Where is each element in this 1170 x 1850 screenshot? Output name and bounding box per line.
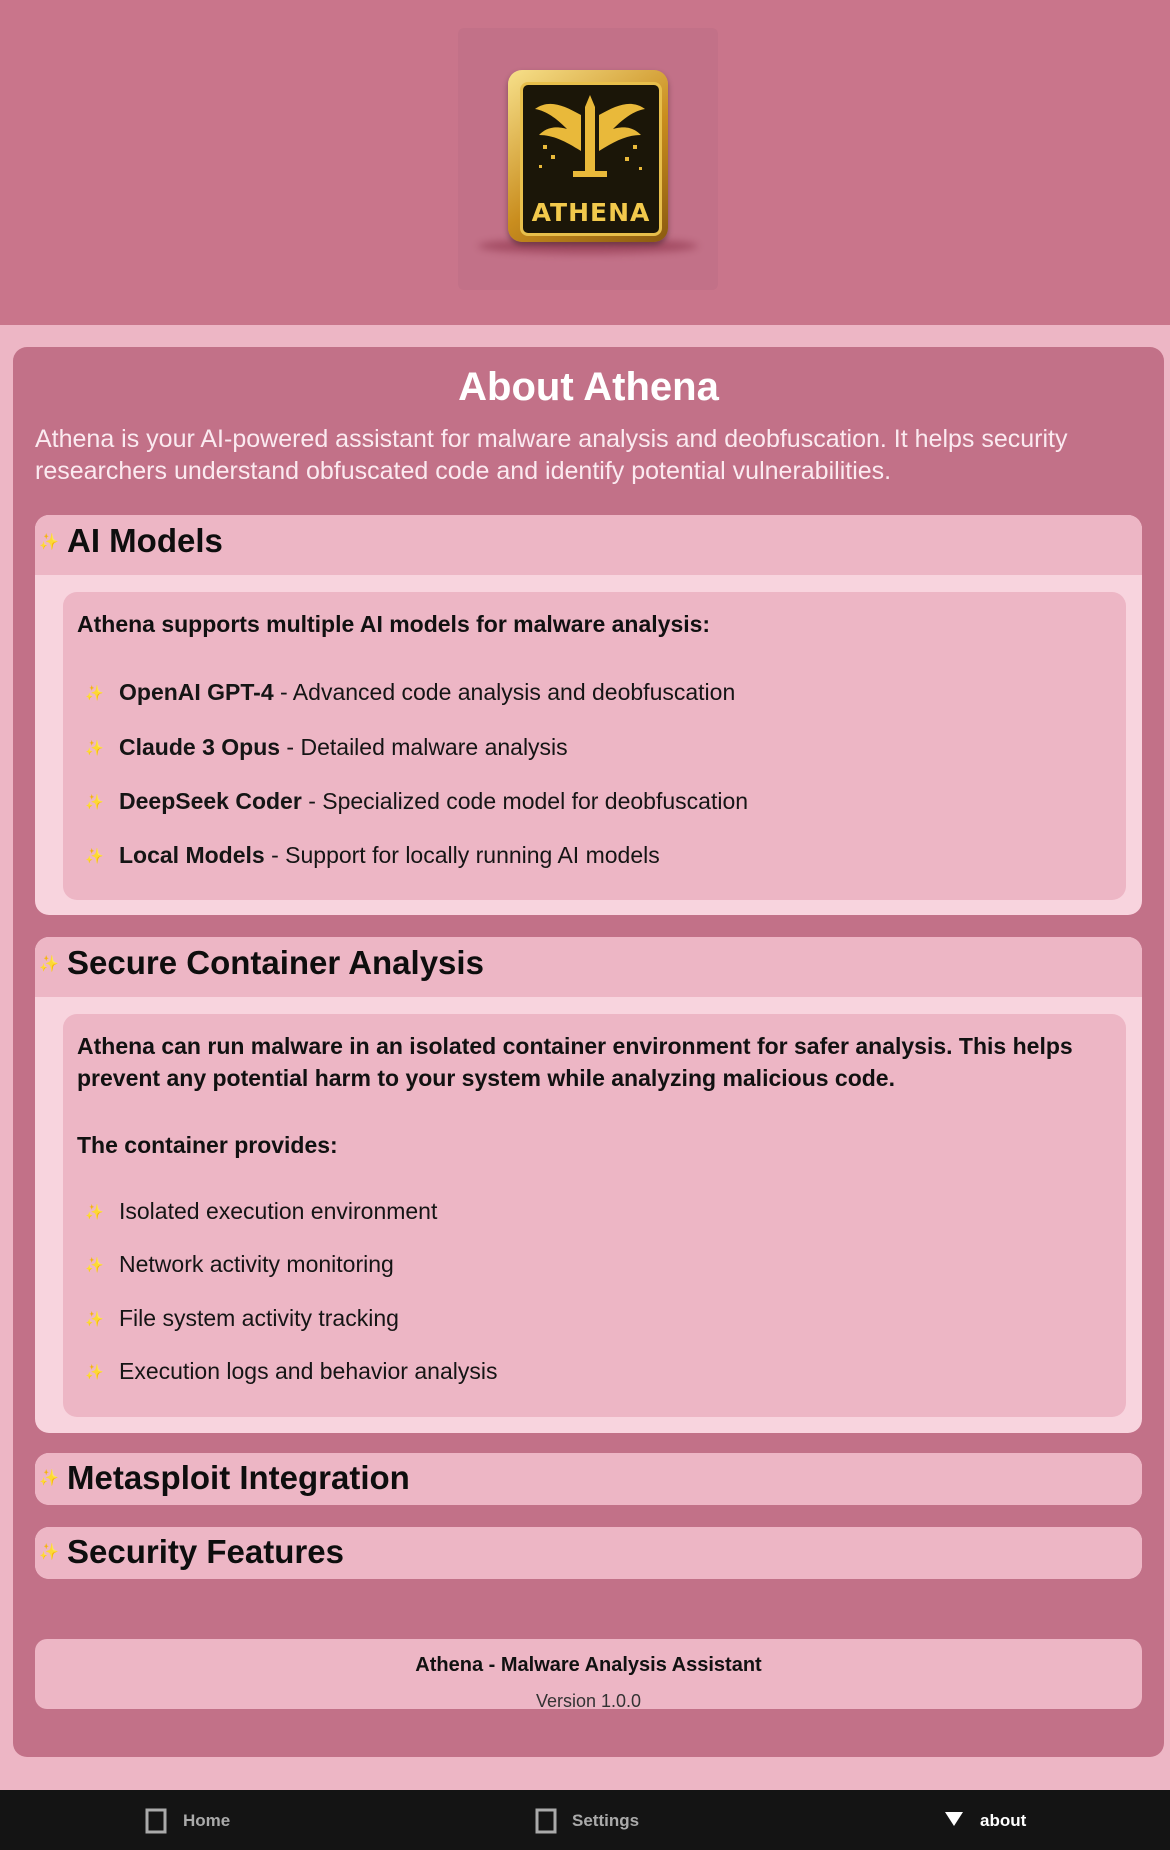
bottom-navigation: Home Settings about — [0, 1790, 1170, 1850]
about-panel: About Athena Athena is your AI-powered a… — [13, 347, 1164, 1757]
nav-settings[interactable]: Settings — [530, 1790, 690, 1850]
section-container-analysis: ✨ Secure Container Analysis Athena can r… — [35, 937, 1142, 1433]
square-icon — [535, 1808, 557, 1839]
sparkle-bullet-icon: ✨ — [85, 794, 104, 811]
logo-text: ATHENA — [531, 198, 651, 227]
logo-emblem: ATHENA — [520, 82, 662, 236]
list-item: Network activity monitoring — [119, 1251, 394, 1277]
section-metasploit: ✨ Metasploit Integration — [35, 1453, 1142, 1505]
section-title: Secure Container Analysis — [67, 944, 484, 981]
page-title: About Athena — [458, 365, 719, 409]
square-icon — [145, 1808, 167, 1839]
logo-shadow — [478, 238, 698, 254]
nav-label: Home — [183, 1811, 231, 1830]
section-header-container-analysis[interactable]: ✨ Secure Container Analysis — [35, 937, 1142, 997]
app-version: Version 1.0.0 — [535, 1691, 642, 1711]
list-item: OpenAI GPT-4 - Advanced code analysis an… — [119, 679, 736, 705]
section-header-metasploit[interactable]: ✨ Metasploit Integration — [35, 1453, 1142, 1505]
app-name: Athena - Malware Analysis Assistant — [415, 1654, 762, 1676]
sparkle-bullet-icon: ✨ — [85, 740, 104, 757]
nav-about[interactable]: about — [940, 1790, 1070, 1850]
sparkle-bullet-icon: ✨ — [85, 1257, 104, 1274]
section-title: Metasploit Integration — [67, 1459, 410, 1496]
list-item: Local Models - Support for locally runni… — [119, 842, 660, 868]
sparkle-icon: ✨ — [39, 956, 59, 973]
list-item: Claude 3 Opus - Detailed malware analysi… — [119, 734, 568, 760]
section-title: AI Models — [67, 522, 223, 559]
list-item: DeepSeek Coder - Specialized code model … — [119, 788, 749, 814]
sparkle-icon: ✨ — [39, 1544, 59, 1561]
sparkle-icon: ✨ — [39, 534, 59, 551]
athena-logo: ATHENA — [508, 70, 668, 242]
app-info-card: Athena - Malware Analysis Assistant Vers… — [35, 1639, 1142, 1711]
app-header: ATHENA — [0, 0, 1170, 325]
section-body: Athena supports multiple AI models for m… — [63, 592, 1126, 900]
nav-home[interactable]: Home — [140, 1790, 280, 1850]
section-header-ai-models[interactable]: ✨ AI Models — [35, 515, 1142, 575]
triangle-down-icon — [943, 1810, 965, 1833]
section-subheading: The container provides: — [77, 1132, 338, 1158]
sparkle-bullet-icon: ✨ — [85, 848, 104, 865]
section-security-features: ✨ Security Features — [35, 1527, 1142, 1579]
logo-container: ATHENA — [458, 28, 718, 290]
sparkle-bullet-icon: ✨ — [85, 1311, 104, 1328]
sparkle-bullet-icon: ✨ — [85, 685, 104, 702]
nav-label: Settings — [572, 1811, 640, 1830]
about-intro: Athena is your AI-powered assistant for … — [35, 425, 1068, 485]
sparkle-bullet-icon: ✨ — [85, 1204, 104, 1221]
winged-sword-icon — [535, 95, 645, 177]
section-intro: Athena can run malware in an isolated co… — [77, 1033, 1073, 1091]
sparkle-bullet-icon: ✨ — [85, 1364, 104, 1381]
section-title: Security Features — [67, 1533, 344, 1570]
section-intro: Athena supports multiple AI models for m… — [77, 611, 711, 637]
nav-label: about — [980, 1811, 1027, 1830]
list-item: File system activity tracking — [119, 1305, 399, 1331]
list-item: Execution logs and behavior analysis — [119, 1358, 498, 1384]
section-ai-models: ✨ AI Models Athena supports multiple AI … — [35, 515, 1142, 915]
section-header-security-features[interactable]: ✨ Security Features — [35, 1527, 1142, 1579]
sparkle-icon: ✨ — [39, 1470, 59, 1487]
list-item: Isolated execution environment — [119, 1198, 438, 1224]
section-body: Athena can run malware in an isolated co… — [63, 1014, 1126, 1417]
